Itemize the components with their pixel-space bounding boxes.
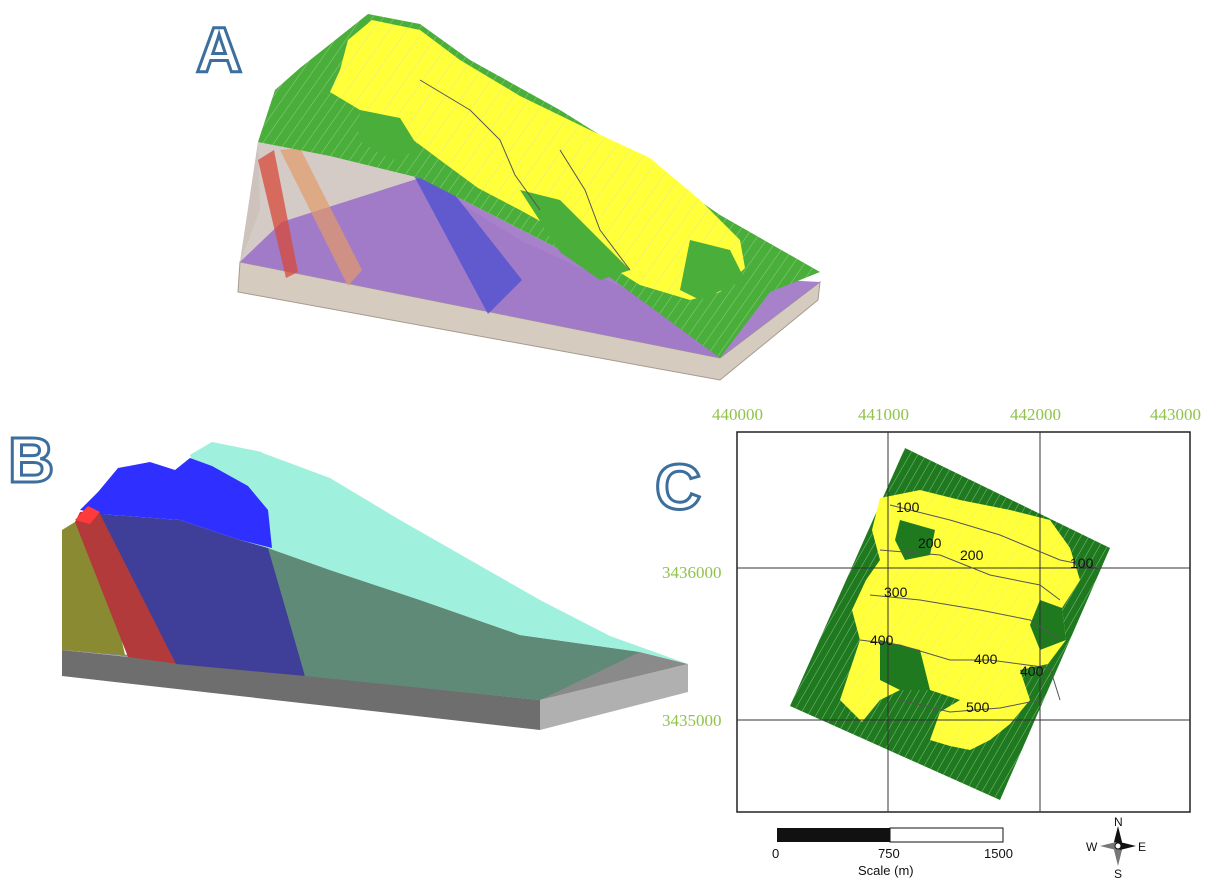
block-b-dark-blue-layer [100, 514, 305, 676]
scale-label: 0 [772, 846, 779, 861]
panel-label-b: B [6, 424, 55, 496]
scale-bar-white [889, 827, 1004, 843]
block-b-blue-unit [80, 458, 272, 548]
panel-b-3d-block [62, 442, 688, 730]
contour-label: 100 [1070, 555, 1094, 571]
scale-label: 750 [878, 846, 900, 861]
scale-bar-black [777, 828, 890, 842]
block-b-base-front [62, 650, 540, 730]
panel-a-3d-block [237, 14, 821, 381]
block-b-base-side [540, 664, 688, 730]
contour-label: 400 [1020, 663, 1044, 679]
block-b-olive-layer [62, 520, 125, 655]
x-tick-label: 440000 [712, 405, 763, 424]
contour-line [869, 594, 1061, 641]
block-a-green-patch-3 [358, 110, 420, 160]
contour-line [889, 504, 1101, 569]
compass-rose-icon [1100, 826, 1136, 866]
contour-line [859, 639, 1061, 701]
contour-label: 500 [966, 699, 990, 715]
yellow-contours [330, 20, 745, 300]
stream-line [419, 79, 541, 211]
stream-line [559, 149, 631, 271]
block-b-teal-layer [268, 548, 640, 700]
panel-label-a: A [194, 14, 243, 86]
block-a-green-patch-2 [680, 240, 745, 300]
y-tick-label: 3435000 [662, 711, 722, 730]
contour-label: 300 [884, 584, 908, 600]
block-b-red-cap [75, 506, 100, 524]
contour-label: 400 [974, 651, 998, 667]
contour-label: 200 [960, 547, 984, 563]
map-green-patch [895, 520, 935, 560]
compass-e-label: E [1138, 840, 1146, 854]
y-tick-label: 3436000 [662, 563, 722, 582]
x-tick-label: 441000 [858, 405, 909, 424]
panel-c-map: 440000 441000 442000 443000 3436000 3435… [662, 405, 1201, 880]
contour-line [899, 699, 1041, 713]
contour-line [879, 549, 1061, 601]
fault-plane-red [258, 150, 298, 278]
fault-plane-orange [280, 148, 362, 286]
fault-plane-blue [412, 172, 522, 314]
compass-s-label: S [1114, 867, 1122, 880]
contour-label: 100 [896, 499, 920, 515]
scale-caption: Scale (m) [858, 863, 914, 878]
contour-label: 200 [918, 535, 942, 551]
block-a-green-patch-1 [520, 190, 630, 280]
panel-label-c: C [653, 451, 702, 523]
block-b-red-layer [75, 510, 178, 664]
block-b-cyan-surface [190, 442, 688, 664]
map-green-patch [880, 640, 930, 690]
compass-n-label: N [1114, 815, 1123, 829]
contour-label: 400 [870, 632, 894, 648]
scale-label: 1500 [984, 846, 1013, 861]
x-tick-label: 443000 [1150, 405, 1201, 424]
compass-w-label: W [1086, 840, 1098, 854]
x-tick-label: 442000 [1010, 405, 1061, 424]
